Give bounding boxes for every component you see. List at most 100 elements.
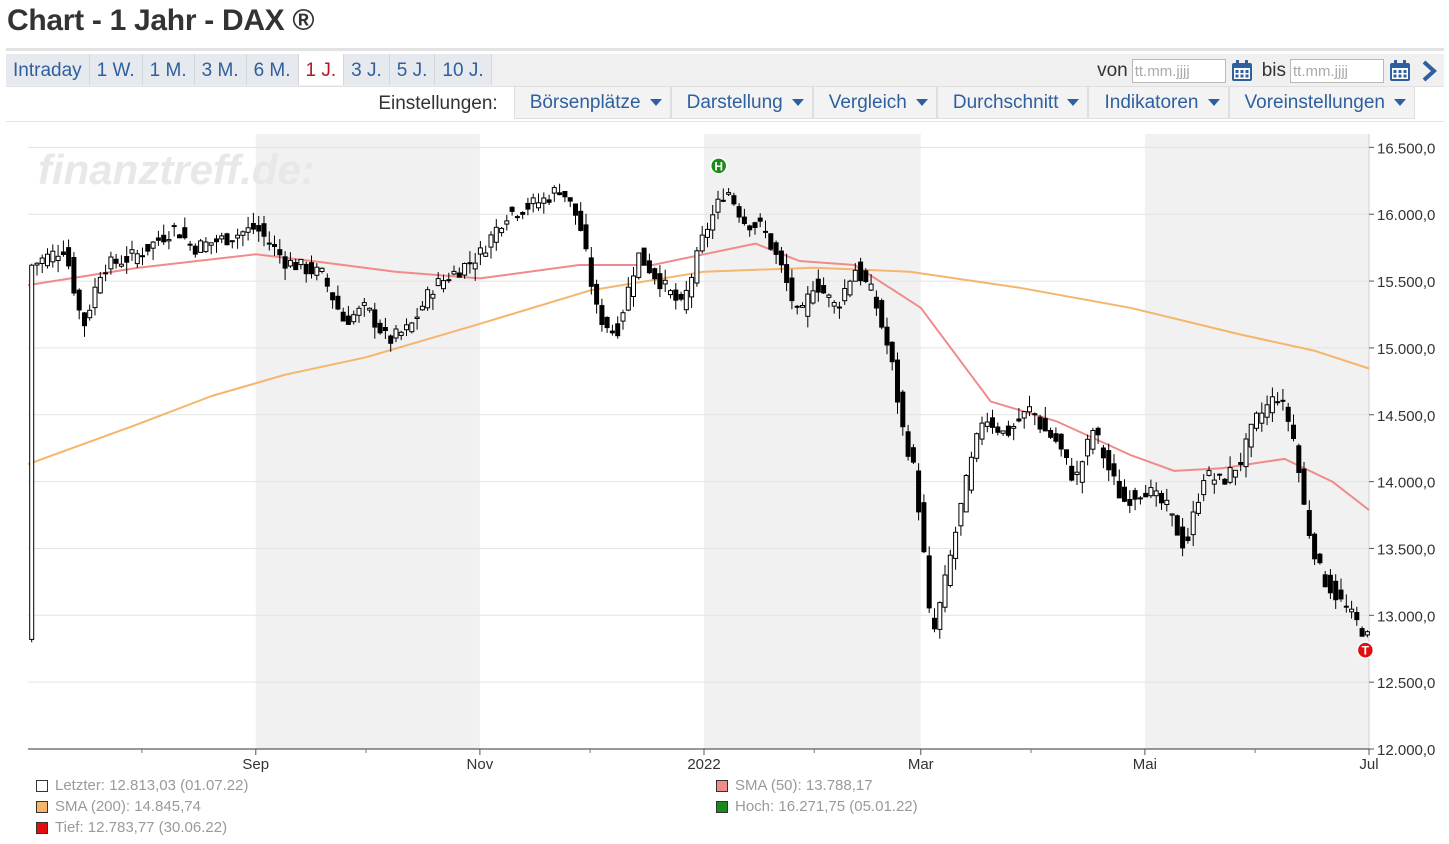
candle-body [657, 273, 663, 290]
range-tab-1y[interactable]: 1 J. [298, 54, 345, 85]
x-tick-label: Nov [467, 756, 494, 772]
candle-body [1343, 605, 1349, 608]
candle-body [1201, 480, 1207, 496]
candle-body [134, 253, 140, 265]
candle-body [1159, 493, 1164, 504]
settings-button-compare[interactable]: Vergleich [812, 87, 937, 119]
candle-body [272, 244, 277, 247]
candle-body [1064, 449, 1069, 458]
candle-body [836, 306, 842, 309]
range-tab-3y[interactable]: 3 J. [344, 54, 390, 85]
candle-body [1333, 580, 1339, 601]
y-tick-label: 14.000,0 [1377, 475, 1435, 492]
to-date-input[interactable] [1290, 59, 1384, 83]
candle-body [66, 247, 72, 267]
range-tab-1m[interactable]: 1 M. [142, 54, 195, 85]
candle-body [942, 574, 948, 608]
candle-body [1148, 487, 1154, 497]
candle-body [1217, 473, 1223, 476]
candle-body [419, 305, 425, 311]
candle-body [1085, 438, 1091, 457]
candle-body [303, 263, 309, 275]
candle-body [1037, 416, 1043, 430]
candle-body [673, 289, 679, 301]
candle-body [995, 426, 1001, 433]
legend-swatch [716, 800, 728, 813]
candle-body [615, 323, 621, 337]
candle-body [604, 316, 610, 329]
candle-body [984, 421, 990, 427]
candle-body [1111, 463, 1117, 477]
candle-body [974, 433, 980, 459]
settings-button-display[interactable]: Darstellung [670, 87, 813, 119]
candle-body [1190, 511, 1196, 536]
candle-body [1211, 479, 1217, 485]
candle-body [462, 263, 468, 276]
candle-body [1327, 574, 1333, 594]
range-tab-5y[interactable]: 5 J. [389, 54, 436, 85]
from-date-input[interactable] [1131, 59, 1226, 83]
candle-body [499, 227, 505, 234]
candle-body [60, 251, 66, 255]
settings-button-exchanges[interactable]: Börsenplätze [513, 87, 671, 119]
range-tab-6m[interactable]: 6 M. [246, 54, 299, 85]
candle-body [1227, 467, 1233, 483]
candle-body [1095, 427, 1101, 436]
legend-item-high: Hoch: 16.271,75 (05.01.22) [716, 796, 918, 817]
candle-body [467, 262, 473, 265]
candle-body [731, 195, 737, 205]
candle-body [324, 277, 330, 287]
candle-body [314, 266, 320, 276]
x-tick-label: Sep [242, 756, 269, 772]
candle-body [1021, 411, 1027, 419]
candle-body [1275, 401, 1281, 404]
candle-body [1195, 501, 1201, 514]
candle-body [1364, 631, 1370, 636]
candle-body [562, 191, 568, 198]
range-tab-intraday[interactable]: Intraday [6, 54, 90, 85]
legend-item-sma200: SMA (200): 14.845,74 [36, 796, 248, 817]
settings-button-indicators[interactable]: Indikatoren [1088, 87, 1229, 119]
candle-body [609, 330, 615, 334]
candle-body [810, 290, 816, 304]
candle-body [636, 252, 642, 278]
range-tab-3m[interactable]: 3 M. [194, 54, 247, 85]
candle-body [393, 328, 399, 339]
candle-body [155, 237, 161, 241]
y-tick-label: 15.500,0 [1377, 274, 1435, 291]
range-tabs: Intraday 1 W. 1 M. 3 M. 6 M. 1 J. 3 J. 5… [6, 54, 492, 86]
calendar-icon[interactable] [1388, 59, 1412, 83]
range-tab-10y[interactable]: 10 J. [435, 54, 492, 85]
candle-body [968, 456, 974, 491]
settings-button-average[interactable]: Durchschnitt [936, 87, 1089, 119]
candle-body [1074, 471, 1080, 476]
marker-label: T [1362, 644, 1370, 658]
candle-body [815, 278, 821, 293]
candle-body [404, 324, 409, 331]
range-tab-1w[interactable]: 1 W. [89, 54, 143, 85]
candle-body [1359, 628, 1365, 637]
sma50-line [27, 242, 1370, 511]
candle-body [953, 531, 959, 559]
candle-body [1053, 433, 1059, 442]
chevron-right-icon[interactable] [1418, 59, 1440, 83]
calendar-icon[interactable] [1230, 59, 1254, 83]
candle-body [472, 262, 478, 270]
candle-body [541, 197, 547, 204]
candle-body [367, 307, 373, 311]
candle-body [536, 202, 541, 209]
settings-button-label: Voreinstellungen [1244, 91, 1386, 113]
candle-body [509, 206, 515, 212]
candle-body [842, 288, 848, 302]
y-tick-label: 12.500,0 [1377, 675, 1435, 692]
price-chart[interactable]: 12.000,0 12.500,0 13.000,0 13.500,0 14.000,0… [0, 122, 1449, 772]
candle-body [646, 260, 652, 274]
candle-body [620, 312, 626, 322]
settings-button-presets[interactable]: Voreinstellungen [1228, 87, 1415, 119]
candle-body [778, 250, 784, 266]
from-label: von [1097, 60, 1128, 81]
candle-body [958, 502, 964, 527]
caret-down-icon [1067, 99, 1080, 106]
legend-item-low: Tief: 12.783,77 (30.06.22) [36, 817, 248, 838]
x-tick-label: 2022 [687, 756, 720, 772]
